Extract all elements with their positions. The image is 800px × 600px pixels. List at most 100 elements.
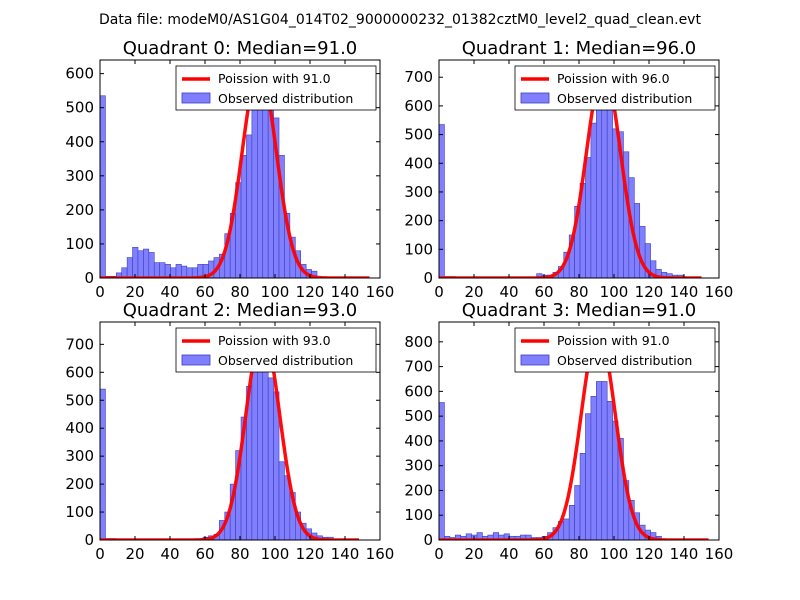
histogram-bar xyxy=(639,226,646,278)
y-tick-label: 600 xyxy=(65,65,94,83)
y-tick-label: 500 xyxy=(404,407,433,425)
y-tick-label: 200 xyxy=(404,481,433,499)
x-tick-label: 0 xyxy=(434,545,444,563)
legend: Poission with 93.0 Observed distribution xyxy=(175,327,377,373)
legend: Poission with 91.0 Observed distribution xyxy=(175,65,377,111)
legend-entry-observed: Observed distribution xyxy=(218,353,353,368)
plot-area xyxy=(439,330,710,540)
y-tick-label: 300 xyxy=(65,167,94,185)
histogram-bar xyxy=(579,452,586,540)
histogram-bar xyxy=(132,247,139,278)
poisson-curve xyxy=(100,330,360,540)
x-tick-label: 160 xyxy=(366,545,395,563)
x-tick-label: 20 xyxy=(125,283,144,301)
legend-entry-poisson: Poission with 91.0 xyxy=(218,71,331,86)
x-tick-label: 100 xyxy=(600,545,629,563)
histogram-bar xyxy=(439,402,445,540)
histogram-bar xyxy=(159,262,166,278)
x-tick-label: 40 xyxy=(499,545,518,563)
y-tick-label: 600 xyxy=(404,382,433,400)
y-tick-label: 700 xyxy=(65,335,94,353)
y-tick-label: 0 xyxy=(423,531,433,549)
histogram-bar xyxy=(246,134,253,278)
legend-entry-poisson: Poission with 93.0 xyxy=(218,333,331,348)
legend-patch-swatch xyxy=(181,92,211,104)
x-tick-label: 80 xyxy=(230,545,249,563)
legend: Poission with 96.0 Observed distribution xyxy=(514,65,716,111)
legend: Poission with 91.0 Observed distribution xyxy=(514,327,716,373)
histogram-bar xyxy=(137,250,144,278)
legend-patch-swatch xyxy=(181,354,211,366)
x-tick-label: 20 xyxy=(464,545,483,563)
x-tick-label: 20 xyxy=(464,283,483,301)
histogram-bar xyxy=(148,252,155,278)
histogram-bar xyxy=(596,381,603,540)
y-tick-label: 400 xyxy=(404,154,433,172)
histogram-bar xyxy=(439,124,445,278)
x-tick-label: 80 xyxy=(569,545,588,563)
subplot-title: Quadrant 0: Median=91.0 xyxy=(123,38,358,59)
y-tick-label: 300 xyxy=(65,447,94,465)
subplot-title: Quadrant 2: Median=93.0 xyxy=(123,300,358,321)
histogram-bar xyxy=(585,413,592,540)
histogram-bar xyxy=(262,346,269,540)
histogram-bar xyxy=(257,344,264,540)
subplot-title: Quadrant 1: Median=96.0 xyxy=(462,38,697,59)
y-tick-label: 0 xyxy=(84,269,94,287)
x-tick-label: 60 xyxy=(534,545,553,563)
histogram-bar xyxy=(251,90,258,278)
histogram-bar xyxy=(590,122,597,278)
histogram-bar xyxy=(153,262,160,278)
x-tick-label: 0 xyxy=(434,283,444,301)
histogram-bar xyxy=(606,88,613,278)
y-tick-label: 500 xyxy=(65,391,94,409)
subplot-quadrant-0: 0 20 40 60 80 100 120 140 160 0 100 200 300 400 500 600… xyxy=(65,38,394,301)
x-tick-label: 20 xyxy=(125,545,144,563)
subplot-grid: 0 20 40 60 80 100 120 140 1600100200300400500600… xyxy=(65,38,733,563)
y-tick-label: 300 xyxy=(404,457,433,475)
y-tick-label: 300 xyxy=(404,183,433,201)
y-tick-label: 100 xyxy=(404,240,433,258)
histogram-bar xyxy=(126,257,133,278)
y-tick-label: 100 xyxy=(404,506,433,524)
x-tick-label: 120 xyxy=(635,283,664,301)
x-tick-label: 120 xyxy=(296,545,325,563)
y-tick-label: 0 xyxy=(423,269,433,287)
y-tick-label: 100 xyxy=(65,503,94,521)
legend-entry-observed: Observed distribution xyxy=(218,91,353,106)
x-tick-label: 100 xyxy=(261,545,290,563)
y-tick-label: 0 xyxy=(84,531,94,549)
legend-entry-poisson: Poission with 91.0 xyxy=(557,333,670,348)
histogram-bar xyxy=(181,265,188,278)
x-tick-label: 60 xyxy=(534,283,553,301)
y-tick-label: 100 xyxy=(65,235,94,253)
subplot-title: Quadrant 3: Median=91.0 xyxy=(462,300,697,321)
histogram-bar xyxy=(278,461,285,540)
y-tick-label: 200 xyxy=(65,201,94,219)
histogram-bar xyxy=(251,366,258,540)
x-tick-label: 40 xyxy=(499,283,518,301)
histogram-bar xyxy=(240,155,247,278)
x-tick-label: 60 xyxy=(195,545,214,563)
y-tick-label: 400 xyxy=(65,133,94,151)
plot-area xyxy=(439,68,703,278)
y-tick-label: 200 xyxy=(404,212,433,230)
legend-patch-swatch xyxy=(520,354,550,366)
histogram-bar xyxy=(590,396,597,540)
subplot-quadrant-2: 0 20 40 60 80 100 120 140 160 0 100 200 300 400 500 600… xyxy=(65,300,394,563)
histogram-bar xyxy=(100,95,106,278)
poisson-curve xyxy=(439,68,703,278)
x-tick-label: 40 xyxy=(160,545,179,563)
y-tick-label: 600 xyxy=(404,97,433,115)
histogram-bar xyxy=(601,381,608,540)
x-tick-label: 140 xyxy=(331,545,360,563)
y-tick-label: 600 xyxy=(65,363,94,381)
y-tick-label: 800 xyxy=(404,333,433,351)
x-tick-label: 120 xyxy=(635,545,664,563)
x-tick-label: 40 xyxy=(160,283,179,301)
y-tick-label: 500 xyxy=(65,99,94,117)
y-tick-label: 500 xyxy=(404,126,433,144)
y-tick-label: 700 xyxy=(404,358,433,376)
histogram-bar xyxy=(267,377,274,540)
y-tick-label: 400 xyxy=(404,432,433,450)
